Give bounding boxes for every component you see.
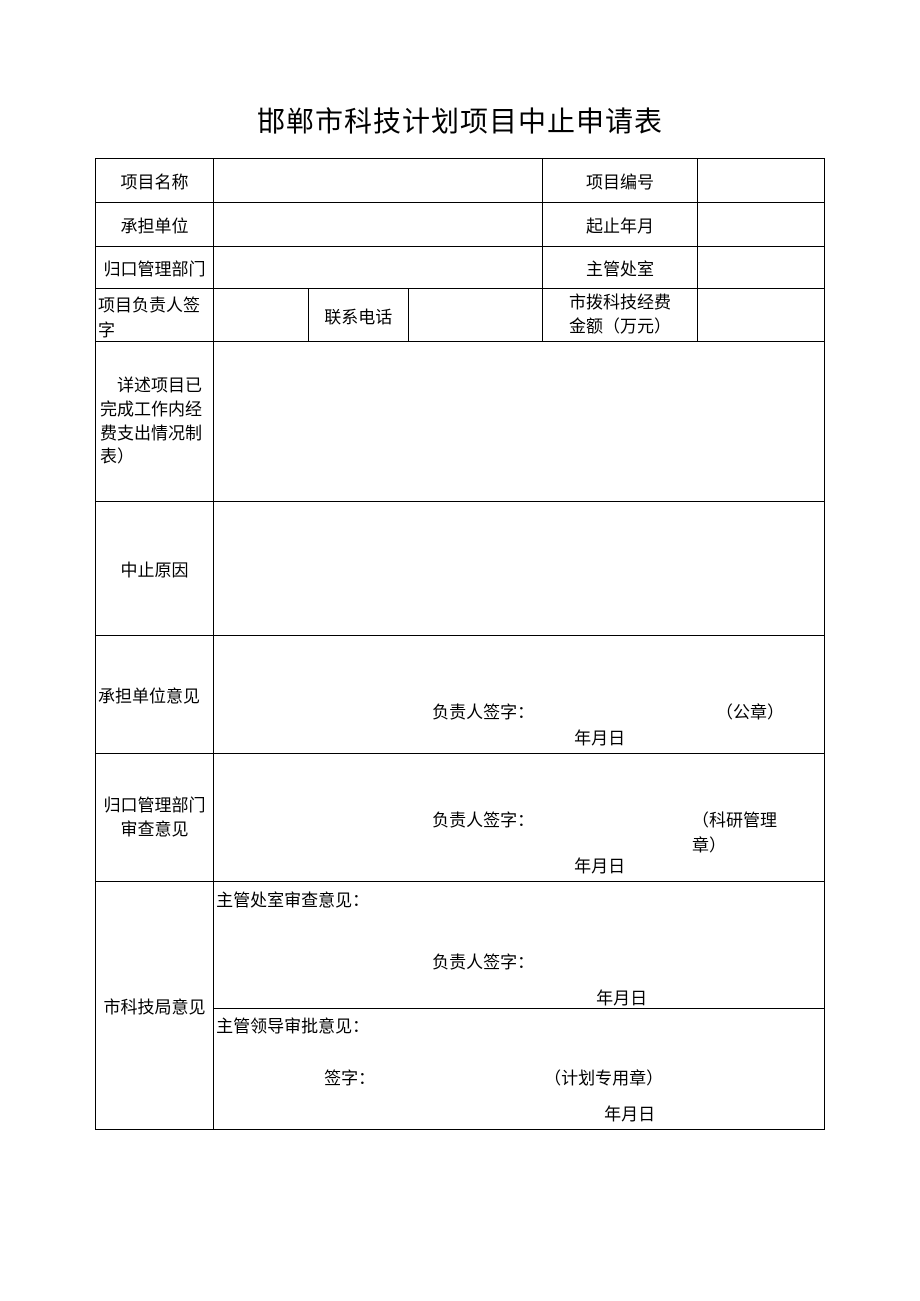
table-row: 承担单位意见 负责人签字： （公章） 年月日 — [96, 636, 825, 754]
bureau-sig1-label: 负责人签字： — [432, 948, 534, 973]
field-start-end-date[interactable] — [698, 203, 825, 247]
field-supervising-office[interactable] — [698, 247, 825, 289]
table-row: 市科技局意见 主管处室审查意见： 负责人签字： 年月日 主管领导审批意见： 签字… — [96, 882, 825, 1130]
label-project-number: 项目编号 — [542, 159, 697, 203]
field-termination-reason[interactable] — [214, 502, 825, 636]
unit-opinion-sig-label: 负责人签字： — [432, 698, 534, 723]
label-phone: 联系电话 — [308, 289, 408, 342]
field-funding-amount[interactable] — [698, 289, 825, 342]
bureau-sub1-label: 主管处室审查意见： — [216, 886, 369, 911]
bureau-seal2-label: （计划专用章） — [544, 1064, 663, 1089]
unit-opinion-date-label: 年月日 — [574, 724, 625, 749]
table-row: 项目负责人签字 联系电话 市拨科技经费金额（万元） — [96, 289, 825, 342]
field-phone[interactable] — [408, 289, 542, 342]
dept-opinion-seal-label: （科研管理章） — [692, 806, 802, 856]
field-dept-opinion[interactable]: 负责人签字： （科研管理章） 年月日 — [214, 754, 825, 882]
bureau-date2-label: 年月日 — [604, 1100, 655, 1125]
field-project-name[interactable] — [214, 159, 543, 203]
application-form-table: 项目名称 项目编号 承担单位 起止年月 归口管理部门 主管处室 项目负责人签字 … — [95, 158, 825, 1130]
table-row: 归口管理部门审查意见 负责人签字： （科研管理章） 年月日 — [96, 754, 825, 882]
label-management-dept: 归口管理部门 — [96, 247, 214, 289]
field-management-dept[interactable] — [214, 247, 543, 289]
table-row: 项目名称 项目编号 — [96, 159, 825, 203]
table-row: 中止原因 — [96, 502, 825, 636]
bureau-sig2-label: 签字： — [324, 1064, 375, 1089]
field-undertaking-unit[interactable] — [214, 203, 543, 247]
field-bureau-opinion[interactable]: 主管处室审查意见： 负责人签字： 年月日 主管领导审批意见： 签字： （计划专用… — [214, 882, 825, 1130]
page-title: 邯郸市科技计划项目中止申请表 — [95, 100, 825, 140]
label-unit-opinion: 承担单位意见 — [96, 636, 214, 754]
label-leader-signature: 项目负责人签字 — [96, 289, 214, 342]
bureau-divider — [214, 1008, 824, 1009]
bureau-date1-label: 年月日 — [596, 984, 647, 1009]
label-start-end-date: 起止年月 — [542, 203, 697, 247]
label-undertaking-unit: 承担单位 — [96, 203, 214, 247]
label-funding-amount-text: 市拨科技经费金额（万元） — [543, 291, 697, 339]
label-project-name: 项目名称 — [96, 159, 214, 203]
field-project-number[interactable] — [698, 159, 825, 203]
field-leader-signature[interactable] — [214, 289, 309, 342]
label-bureau-opinion: 市科技局意见 — [96, 882, 214, 1130]
field-work-detail[interactable] — [214, 342, 825, 502]
label-dept-opinion: 归口管理部门审查意见 — [96, 754, 214, 882]
bureau-sub2-label: 主管领导审批意见： — [216, 1012, 369, 1037]
label-supervising-office: 主管处室 — [542, 247, 697, 289]
table-row: 归口管理部门 主管处室 — [96, 247, 825, 289]
label-work-detail-text: 详述项目已完成工作内经费支出情况制表） — [98, 374, 213, 469]
field-unit-opinion[interactable]: 负责人签字： （公章） 年月日 — [214, 636, 825, 754]
label-termination-reason: 中止原因 — [96, 502, 214, 636]
dept-opinion-date-label: 年月日 — [574, 852, 625, 877]
label-funding-amount: 市拨科技经费金额（万元） — [542, 289, 697, 342]
dept-opinion-sig-label: 负责人签字： — [432, 806, 534, 831]
table-row: 详述项目已完成工作内经费支出情况制表） — [96, 342, 825, 502]
label-dept-opinion-text: 归口管理部门审查意见 — [96, 794, 213, 842]
label-work-detail: 详述项目已完成工作内经费支出情况制表） — [96, 342, 214, 502]
table-row: 承担单位 起止年月 — [96, 203, 825, 247]
unit-opinion-seal-label: （公章） — [716, 698, 784, 723]
